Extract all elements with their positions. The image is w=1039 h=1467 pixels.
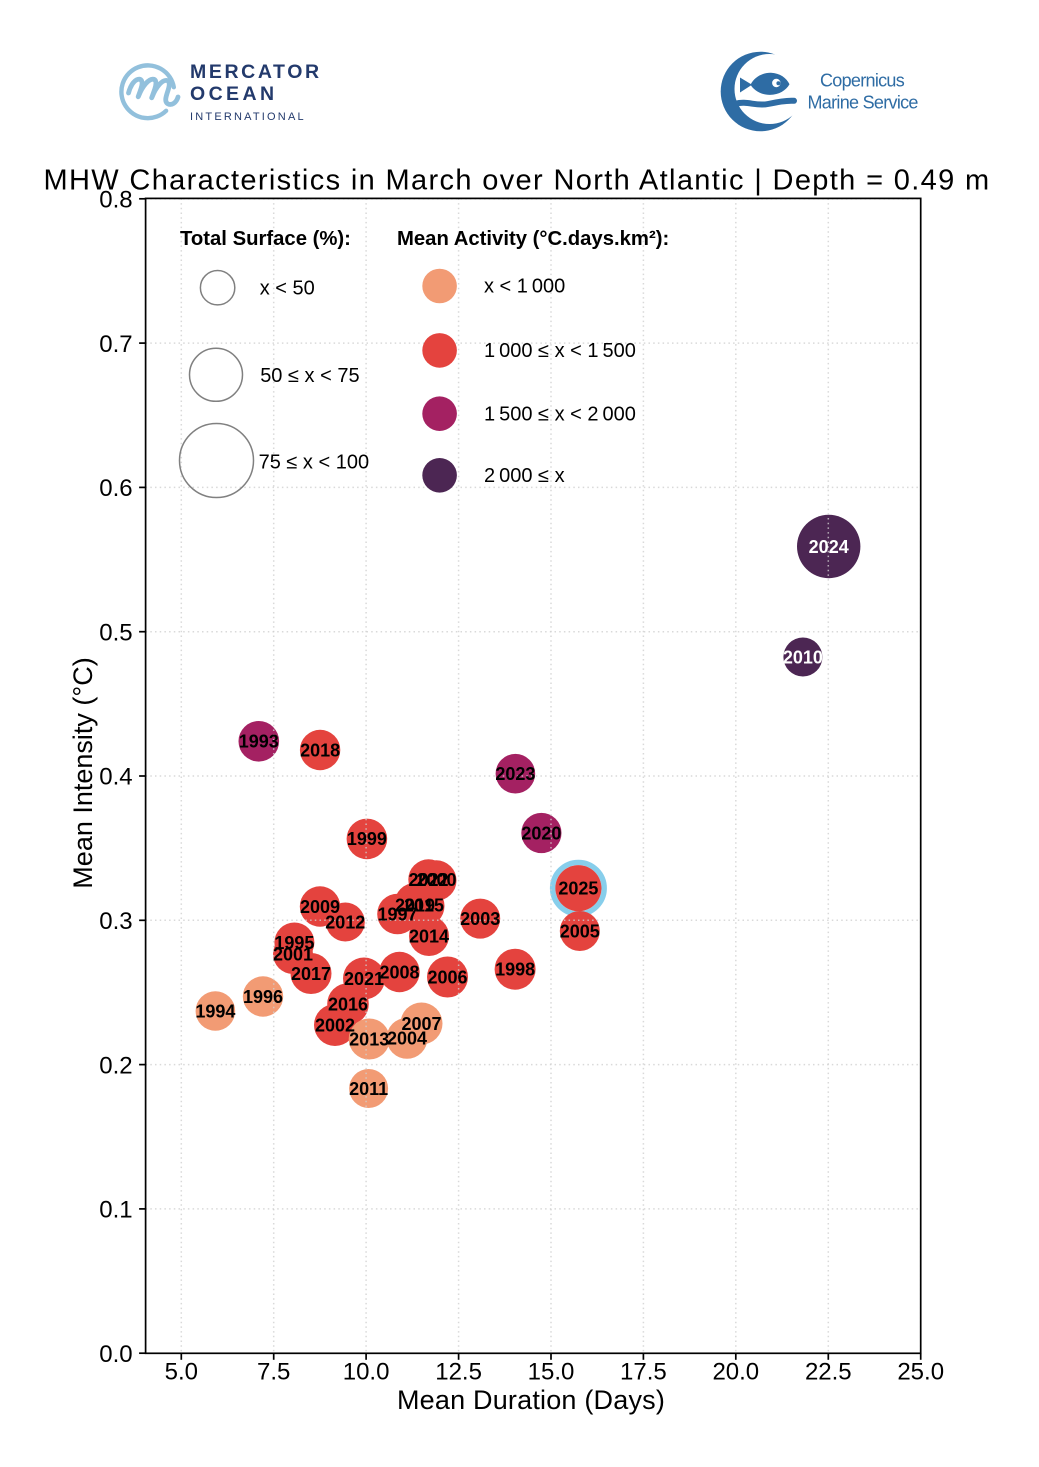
svg-text:2021: 2021 <box>344 969 384 989</box>
svg-text:1 500 ≤ x < 2 000: 1 500 ≤ x < 2 000 <box>484 403 636 425</box>
svg-text:2011: 2011 <box>349 1079 388 1099</box>
svg-text:1997: 1997 <box>377 904 417 924</box>
svg-text:Mean Duration (Days): Mean Duration (Days) <box>397 1385 665 1415</box>
svg-text:7.5: 7.5 <box>257 1359 290 1386</box>
svg-text:2020: 2020 <box>521 823 561 843</box>
svg-text:2003: 2003 <box>460 909 500 929</box>
svg-text:1999: 1999 <box>347 829 387 849</box>
svg-text:1 000 ≤ x < 1 500: 1 000 ≤ x < 1 500 <box>484 340 636 362</box>
svg-text:25.0: 25.0 <box>897 1359 944 1386</box>
svg-text:10.0: 10.0 <box>343 1359 390 1386</box>
svg-text:1994: 1994 <box>195 1001 235 1021</box>
svg-text:x < 50: x < 50 <box>260 278 315 300</box>
svg-text:20.0: 20.0 <box>712 1359 759 1386</box>
svg-text:2023: 2023 <box>495 764 535 784</box>
svg-text:2008: 2008 <box>379 962 419 982</box>
svg-text:2015: 2015 <box>404 895 444 915</box>
svg-text:2007: 2007 <box>401 1014 441 1034</box>
svg-text:2002: 2002 <box>315 1015 355 1035</box>
svg-text:2019: 2019 <box>395 895 435 915</box>
svg-text:0.6: 0.6 <box>99 475 132 502</box>
svg-text:0.4: 0.4 <box>99 764 132 791</box>
svg-text:2 000 ≤ x: 2 000 ≤ x <box>484 465 565 487</box>
svg-text:15.0: 15.0 <box>528 1359 575 1386</box>
svg-text:2024: 2024 <box>809 537 849 557</box>
svg-text:0.8: 0.8 <box>99 187 132 214</box>
svg-text:0.1: 0.1 <box>99 1197 132 1224</box>
svg-text:INTERNATIONAL: INTERNATIONAL <box>190 111 306 123</box>
svg-text:2018: 2018 <box>300 740 340 760</box>
svg-text:12.5: 12.5 <box>435 1359 482 1386</box>
svg-text:2012: 2012 <box>325 912 365 932</box>
svg-text:75 ≤ x < 100: 75 ≤ x < 100 <box>259 452 370 474</box>
svg-text:Total Surface (%):: Total Surface (%): <box>180 228 351 250</box>
svg-text:2010: 2010 <box>783 647 823 667</box>
svg-text:2001: 2001 <box>273 944 313 964</box>
svg-text:2013: 2013 <box>349 1029 389 1049</box>
svg-text:50 ≤ x < 75: 50 ≤ x < 75 <box>260 365 359 387</box>
svg-text:2006: 2006 <box>427 967 467 987</box>
svg-text:MERCATOR: MERCATOR <box>190 61 322 83</box>
svg-text:1996: 1996 <box>243 987 283 1007</box>
svg-text:2022: 2022 <box>408 870 448 890</box>
svg-text:2009: 2009 <box>300 897 340 917</box>
svg-text:1998: 1998 <box>495 960 535 980</box>
svg-text:2025: 2025 <box>558 879 598 899</box>
svg-text:17.5: 17.5 <box>620 1359 667 1386</box>
svg-text:1993: 1993 <box>239 732 279 752</box>
svg-text:0.2: 0.2 <box>99 1052 132 1079</box>
svg-text:2014: 2014 <box>409 926 449 946</box>
svg-text:Marine Service: Marine Service <box>808 93 919 113</box>
svg-text:2004: 2004 <box>387 1029 427 1049</box>
svg-text:5.0: 5.0 <box>165 1359 198 1386</box>
svg-text:0.3: 0.3 <box>99 908 132 935</box>
svg-text:0.7: 0.7 <box>99 331 132 358</box>
svg-text:Mean Activity (°C.days.km²):: Mean Activity (°C.days.km²): <box>397 228 669 250</box>
svg-text:2005: 2005 <box>560 921 600 941</box>
svg-text:2016: 2016 <box>328 994 368 1014</box>
svg-text:0.5: 0.5 <box>99 619 132 646</box>
svg-text:Mean Intensity (°C): Mean Intensity (°C) <box>68 657 98 888</box>
svg-text:MHW Characteristics in March o: MHW Characteristics in March over North … <box>43 165 990 197</box>
svg-text:22.5: 22.5 <box>805 1359 852 1386</box>
svg-text:Copernicus: Copernicus <box>820 71 905 91</box>
svg-text:2000: 2000 <box>416 870 456 890</box>
svg-text:x < 1 000: x < 1 000 <box>484 276 565 298</box>
svg-text:OCEAN: OCEAN <box>190 83 277 105</box>
svg-text:0.0: 0.0 <box>99 1341 132 1368</box>
svg-text:2017: 2017 <box>291 964 331 984</box>
svg-text:1995: 1995 <box>274 933 314 953</box>
